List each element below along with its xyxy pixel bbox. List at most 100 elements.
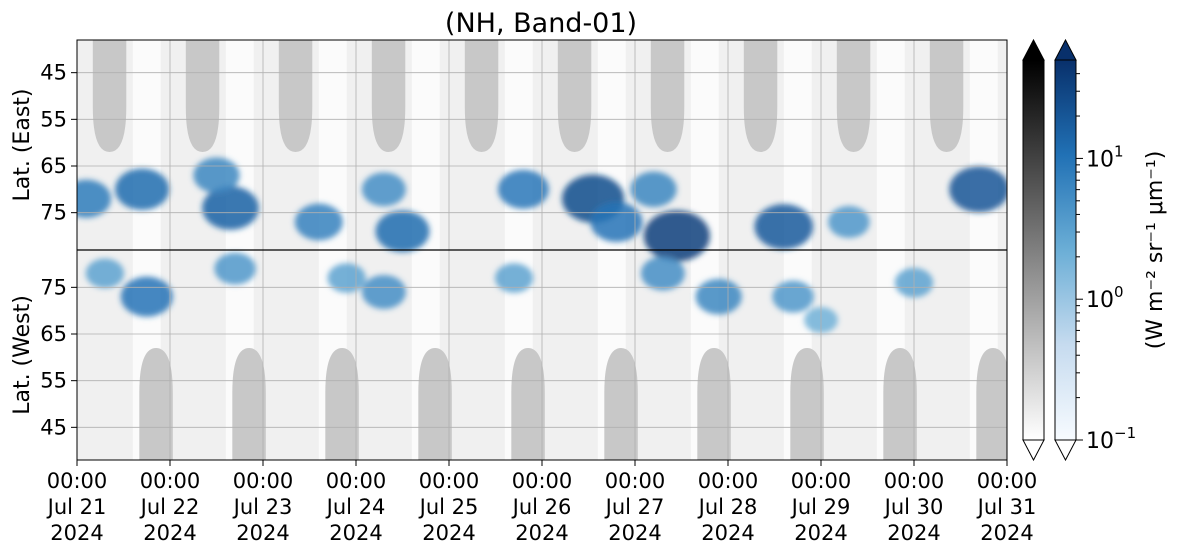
y-tick-label: 55 (40, 107, 67, 131)
y-tick-label: 45 (40, 415, 67, 439)
hotspot (949, 166, 1007, 213)
hotspot (772, 280, 814, 313)
east-ylabel: Lat. (East) (10, 89, 35, 202)
hotspot (828, 205, 870, 239)
x-tick-label: 2024 (143, 521, 196, 545)
x-tick-label: Jul 26 (511, 495, 572, 519)
x-tick-label: Jul 23 (232, 495, 293, 519)
chart-title: (NH, Band-01) (445, 8, 637, 39)
x-tick-label: Jul 25 (418, 495, 479, 519)
colorbar-tick-label: 100 (1086, 283, 1124, 313)
hotspot (193, 157, 240, 194)
y-tick-label: 75 (40, 275, 67, 299)
x-tick-label: Jul 29 (790, 495, 851, 519)
nodata-region-east (650, 40, 685, 152)
x-tick-label: Jul 22 (139, 495, 200, 519)
x-tick-label: 00:00 (791, 469, 852, 493)
hotspot (77, 179, 112, 218)
hotspot (214, 252, 256, 285)
nodata-region-east (929, 40, 964, 152)
radiance-hotspots (77, 157, 1007, 334)
west-ylabel: Lat. (West) (10, 295, 35, 415)
x-tick-label: 00:00 (140, 469, 201, 493)
hotspot (640, 256, 685, 291)
x-tick-label: 2024 (701, 521, 754, 545)
hotspot (202, 186, 259, 230)
x-tick-label: Jul 30 (883, 495, 944, 519)
colorbar-ticks: 101 100 10−1 (1076, 73, 1136, 454)
colorbar-label: (W m⁻² sr⁻¹ μm⁻¹) (1143, 151, 1168, 350)
x-tick-label: 00:00 (884, 469, 945, 493)
x-tick-label: 00:00 (605, 469, 666, 493)
hotspot (754, 204, 814, 250)
nodata-region-east (464, 40, 499, 152)
hotspot (85, 258, 125, 289)
colorbar-tick-label: 10−1 (1086, 424, 1136, 454)
nodata-region-west (232, 348, 266, 460)
x-tick-label: Jul 27 (604, 495, 665, 519)
nodata-region-east (92, 40, 127, 152)
x-tick-label: Jul 21 (46, 495, 107, 519)
hotspot (361, 275, 406, 309)
nodata-region-west (139, 348, 173, 460)
colorbar-gray-max-arrow (1022, 38, 1045, 61)
x-tick-label: 2024 (980, 521, 1033, 545)
colorbar-tick-label: 101 (1086, 142, 1124, 172)
y-axis-ticks: 45 55 65 75 75 65 55 45 (40, 61, 77, 439)
x-tick-label: 00:00 (233, 469, 294, 493)
hotspot (630, 171, 677, 208)
x-tick-label: 2024 (50, 521, 103, 545)
nodata-region-west (418, 348, 452, 460)
colorbar-gray-min-arrow (1022, 439, 1045, 462)
hotspot (695, 278, 742, 315)
x-tick-label: 00:00 (326, 469, 387, 493)
hotspot (115, 168, 170, 211)
hotspot (590, 202, 643, 242)
y-tick-label: 75 (40, 201, 67, 225)
x-tick-label: 2024 (422, 521, 475, 545)
grid-lines (77, 40, 1007, 460)
colorbar-blues-min-arrow (1054, 439, 1077, 462)
plot-area (77, 40, 1007, 460)
nodata-region-east (836, 40, 871, 152)
colorbar-blues (1054, 38, 1077, 462)
hotspot (294, 203, 343, 241)
y-tick-label: 55 (40, 369, 67, 393)
nodata-region-east (278, 40, 313, 152)
x-tick-label: Jul 31 (976, 495, 1037, 519)
nodata-region-west (604, 348, 638, 460)
x-tick-label: 00:00 (512, 469, 573, 493)
nodata-region-west (883, 348, 917, 460)
hotspot (643, 210, 710, 262)
nodata-region-west (790, 348, 824, 460)
nodata-region-west (325, 348, 359, 460)
nodata-regions (92, 40, 1007, 460)
hotspot (494, 263, 534, 293)
colorbar-gray (1022, 38, 1045, 462)
nodata-region-east (557, 40, 592, 152)
hotspot (497, 169, 549, 209)
nodata-region-west (511, 348, 545, 460)
x-tick-label: 2024 (608, 521, 661, 545)
x-tick-label: 2024 (329, 521, 382, 545)
x-tick-label: 2024 (794, 521, 847, 545)
y-tick-label: 65 (40, 154, 67, 178)
y-tick-label: 65 (40, 322, 67, 346)
x-tick-label: 2024 (887, 521, 940, 545)
colorbar-blues-max-arrow (1054, 38, 1077, 61)
x-tick-label: 00:00 (47, 469, 108, 493)
y-tick-label: 45 (40, 61, 67, 85)
x-tick-label: Jul 28 (697, 495, 758, 519)
hotspot (375, 210, 430, 253)
x-tick-label: 2024 (515, 521, 568, 545)
nodata-region-east (371, 40, 406, 152)
x-tick-label: Jul 24 (325, 495, 386, 519)
x-tick-label: 00:00 (698, 469, 759, 493)
x-tick-label: 2024 (236, 521, 289, 545)
hotspot (120, 276, 173, 317)
x-tick-label: 00:00 (977, 469, 1038, 493)
hotspot (361, 172, 406, 207)
nodata-region-east (185, 40, 220, 152)
